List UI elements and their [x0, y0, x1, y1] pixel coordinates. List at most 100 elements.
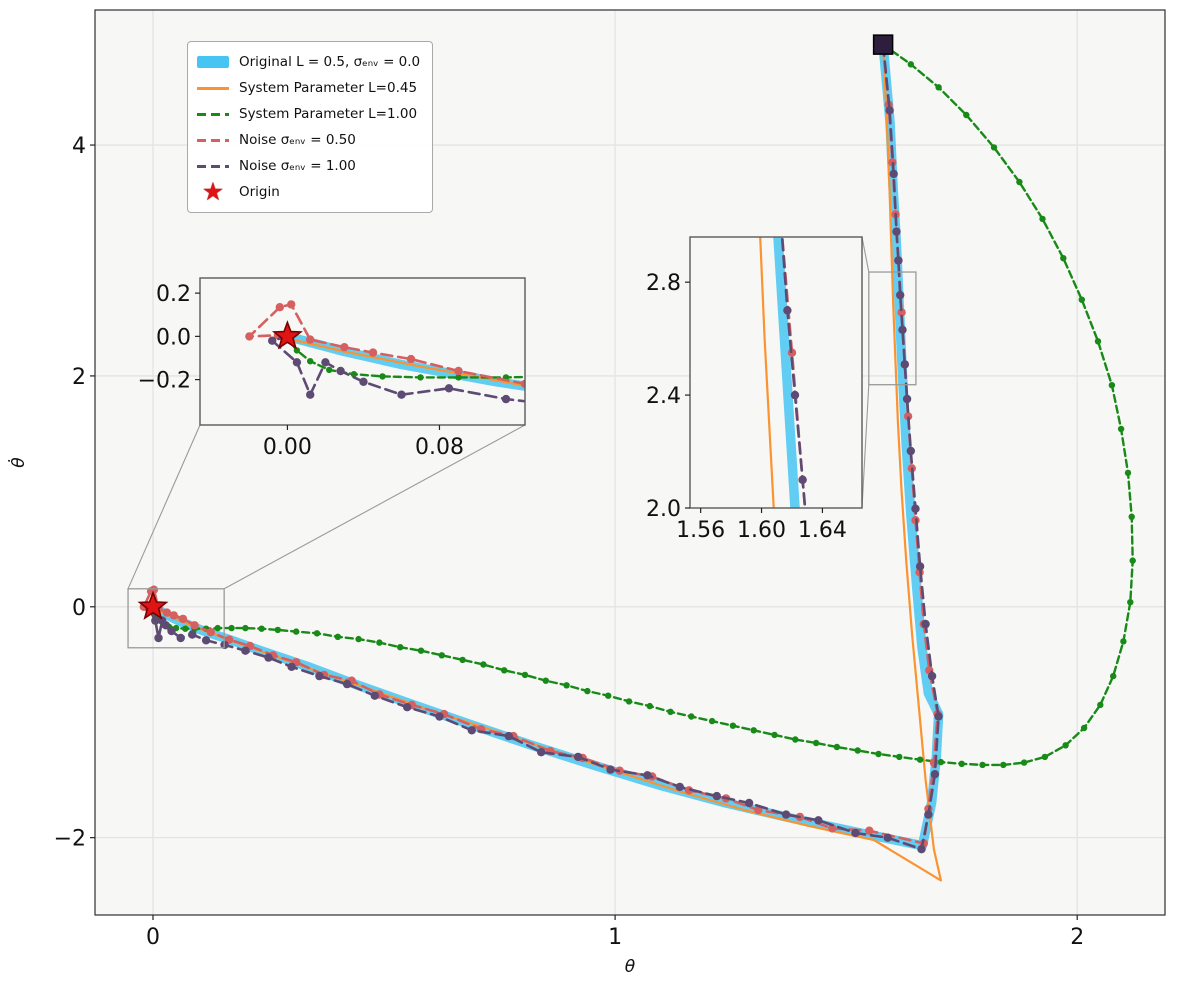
series-noise-050-marker	[684, 786, 694, 795]
series-param-100-marker	[397, 644, 404, 651]
inset_origin-axes: 0.00 0.08 −0.2 0.0 0.2	[138, 277, 526, 460]
inset_origin-xtick-label: 0.00	[263, 435, 312, 460]
y-axis-label: θ̇	[6, 457, 29, 468]
series-noise-100-line	[270, 335, 525, 403]
inset_origin-ytick-label: 0.2	[156, 282, 191, 307]
main-xtick-label: 0	[146, 925, 160, 950]
series-param-100-marker	[771, 731, 778, 739]
series-param-100-marker	[1060, 255, 1067, 262]
series-param-100-marker	[313, 630, 321, 637]
series-param-100-marker	[625, 698, 633, 705]
series-noise-100-marker	[930, 770, 940, 779]
series-noise-050-marker	[287, 300, 296, 309]
series-param-100-marker	[1120, 638, 1127, 645]
legend-label: Noise σₑₙᵥ = 1.00	[239, 158, 356, 174]
series-param-100-marker	[1097, 701, 1104, 709]
start-square-marker	[872, 34, 894, 55]
series-noise-100-marker	[902, 394, 912, 404]
zoom-connector	[127, 424, 201, 590]
series-param-045-line	[759, 237, 775, 508]
series-param-100-marker	[792, 736, 799, 743]
series-noise-100-marker	[783, 306, 792, 315]
series-noise-100-marker	[606, 765, 615, 774]
series-noise-100-marker	[321, 358, 330, 367]
series-noise-100-marker	[927, 671, 937, 681]
legend: Original L = 0.5, σₑₙᵥ = 0.0 System Param…	[187, 41, 434, 213]
inset_origin-xtick-label: 0.08	[415, 435, 464, 460]
series-noise-050-marker	[897, 308, 906, 317]
series-param-100-marker	[584, 687, 591, 695]
series-param-100-marker	[708, 717, 716, 725]
series-noise-100-marker	[306, 390, 315, 399]
series-param-100-marker	[854, 747, 861, 754]
series-param-100-marker	[1129, 557, 1136, 564]
series-noise-100-marker	[188, 630, 197, 639]
series-noise-050-marker	[275, 303, 284, 312]
series-noise-100-marker	[573, 752, 583, 762]
series-noise-100-marker	[892, 227, 901, 236]
inset_swing-ytick-label: 2.8	[646, 271, 681, 296]
series-param-100-marker	[334, 633, 341, 640]
series-param-100-marker	[1127, 599, 1134, 606]
series-noise-100-marker	[911, 504, 920, 513]
legend-label: System Parameter L=1.00	[239, 106, 418, 122]
inset_swing-xtick-label: 1.56	[676, 518, 725, 543]
series-param-100-marker	[355, 635, 362, 643]
series-noise-100-marker	[467, 726, 476, 735]
legend-entry-noise-050: Noise σₑₙᵥ = 0.50	[197, 127, 420, 153]
series-param-100-marker	[935, 84, 942, 91]
series-param-100-marker	[438, 652, 445, 659]
series-param-100-marker	[916, 756, 924, 763]
series-noise-100-marker	[359, 377, 368, 386]
series-noise-100-marker	[643, 771, 652, 780]
legend-swatch-dash-icon	[197, 138, 229, 142]
legend-entry-noise-100: Noise σₑₙᵥ = 1.00	[197, 153, 420, 179]
series-noise-100-marker	[315, 671, 324, 681]
main-spine	[94, 9, 1166, 916]
series-noise-100-marker	[675, 782, 684, 792]
inset_origin-ytick-label: 0.0	[156, 325, 191, 350]
series-noise-100-marker	[896, 290, 905, 300]
series-noise-100-marker	[504, 731, 513, 741]
series-param-100-marker	[646, 702, 653, 710]
series-noise-100-marker	[924, 810, 933, 819]
series-noise-100-marker	[798, 475, 807, 484]
legend-entry-param-100: System Parameter L=1.00	[197, 101, 420, 127]
series-noise-050-marker	[206, 628, 215, 637]
inset_swing-plot-area	[690, 237, 862, 508]
legend-label: Origin	[239, 184, 280, 200]
series-param-100-marker	[688, 713, 695, 720]
series-param-100-marker	[1128, 513, 1135, 520]
series-noise-100-marker	[889, 169, 898, 179]
series-noise-100-marker	[900, 360, 909, 369]
series-param-100-marker	[729, 722, 737, 729]
legend-swatch-star-icon: ★	[201, 177, 225, 206]
series-param-100-marker	[563, 682, 570, 689]
series-param-100-marker	[1124, 469, 1132, 477]
series-param-100-marker	[875, 750, 882, 758]
series-param-100-marker	[258, 625, 265, 632]
inset_origin-spine	[199, 277, 526, 426]
series-noise-100-marker	[885, 106, 894, 115]
series-param-100-marker	[833, 743, 841, 751]
series-param-100-marker	[350, 371, 358, 378]
series-param-100-marker	[1062, 742, 1069, 749]
series-param-100-marker	[376, 639, 383, 646]
legend-entry-param-045: System Parameter L=0.45	[197, 75, 420, 101]
main-ytick-label: −2	[54, 827, 86, 852]
zoom-rect-inset_origin	[127, 588, 225, 649]
inset_swing-xtick-label: 1.64	[798, 518, 847, 543]
series-param-100-marker	[274, 626, 281, 634]
series-noise-100-marker	[292, 358, 302, 367]
series-noise-050-marker	[162, 608, 172, 617]
inset_swing-xtick-label: 1.60	[737, 518, 786, 543]
series-param-100-marker	[1020, 759, 1028, 766]
series-noise-100-marker	[712, 791, 721, 801]
series-noise-050-marker	[406, 354, 416, 364]
series-noise-100-marker	[851, 828, 860, 838]
series-noise-100-marker	[158, 616, 167, 625]
origin-star-marker	[271, 320, 303, 350]
series-noise-100-marker	[537, 748, 546, 757]
zoom-connector	[223, 424, 526, 590]
